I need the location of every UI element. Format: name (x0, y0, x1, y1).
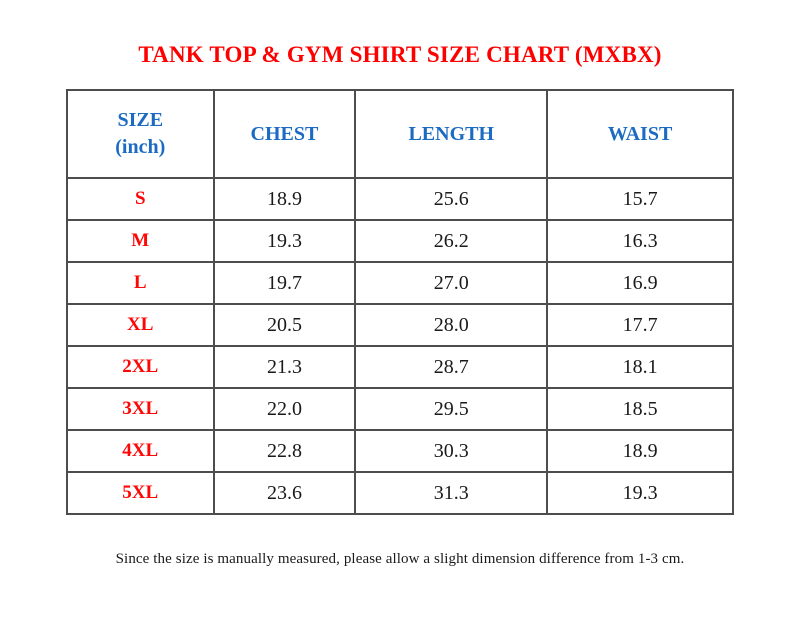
waist-value: 16.3 (546, 219, 734, 264)
chest-value: 18.9 (212, 177, 357, 222)
size-label: 2XL (66, 345, 215, 390)
page-title: TANK TOP & GYM SHIRT SIZE CHART (MXBX) (138, 42, 662, 67)
size-label: 3XL (66, 387, 215, 432)
size-label: S (66, 177, 215, 222)
size-label: L (66, 261, 215, 306)
header-row: SIZE (inch) CHEST LENGTH WAIST (66, 89, 734, 180)
chest-value: 20.5 (212, 303, 357, 348)
size-chart-table: SIZE (inch) CHEST LENGTH WAIST S 18.9 25… (66, 89, 734, 516)
table-row: 4XL 22.8 30.3 18.9 (66, 429, 734, 474)
chest-value: 19.3 (212, 219, 357, 264)
waist-value: 18.5 (546, 387, 734, 432)
column-header-waist: WAIST (546, 89, 734, 180)
column-header-size: SIZE (inch) (66, 89, 215, 180)
table-row: L 19.7 27.0 16.9 (66, 261, 734, 306)
chest-value: 22.0 (212, 387, 357, 432)
size-label: M (66, 219, 215, 264)
length-value: 25.6 (354, 177, 549, 222)
measurement-disclaimer: Since the size is manually measured, ple… (115, 551, 685, 568)
length-value: 26.2 (354, 219, 549, 264)
chest-value: 21.3 (212, 345, 357, 390)
table-row: S 18.9 25.6 15.7 (66, 177, 734, 222)
chest-value: 22.8 (212, 429, 357, 474)
size-label: 4XL (66, 429, 215, 474)
waist-value: 16.9 (546, 261, 734, 306)
waist-value: 17.7 (546, 303, 734, 348)
length-value: 28.7 (354, 345, 549, 390)
waist-value: 18.9 (546, 429, 734, 474)
waist-value: 18.1 (546, 345, 734, 390)
length-value: 30.3 (354, 429, 549, 474)
table-row: M 19.3 26.2 16.3 (66, 219, 734, 264)
length-value: 29.5 (354, 387, 549, 432)
waist-value: 15.7 (546, 177, 734, 222)
table-row: 5XL 23.6 31.3 19.3 (66, 471, 734, 516)
size-label: 5XL (66, 471, 215, 516)
length-value: 27.0 (354, 261, 549, 306)
size-label: XL (66, 303, 215, 348)
column-header-chest: CHEST (212, 89, 357, 180)
length-value: 31.3 (354, 471, 549, 516)
table-row: 3XL 22.0 29.5 18.5 (66, 387, 734, 432)
chest-value: 23.6 (212, 471, 357, 516)
column-header-length: LENGTH (354, 89, 549, 180)
length-value: 28.0 (354, 303, 549, 348)
table-row: XL 20.5 28.0 17.7 (66, 303, 734, 348)
waist-value: 19.3 (546, 471, 734, 516)
table-row: 2XL 21.3 28.7 18.1 (66, 345, 734, 390)
chest-value: 19.7 (212, 261, 357, 306)
